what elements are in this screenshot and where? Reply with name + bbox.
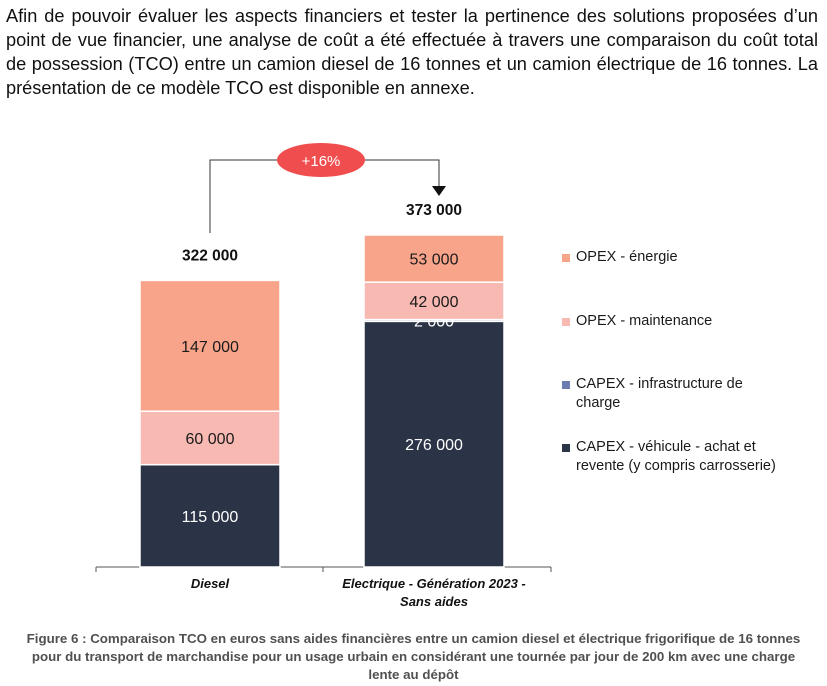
delta-badge bbox=[277, 143, 365, 177]
legend-label-3: CAPEX - véhicule - achat et revente (y c… bbox=[576, 439, 776, 474]
legend-item-0: OPEX - énergie bbox=[562, 248, 776, 267]
data-label-0-2: 60 000 bbox=[186, 431, 235, 448]
total-label-1: 373 000 bbox=[406, 202, 462, 219]
bar-segment-1-2 bbox=[363, 281, 505, 321]
total-label-0: 322 000 bbox=[182, 247, 238, 264]
data-label-1-2: 42 000 bbox=[410, 294, 459, 311]
bar-segment-0-2 bbox=[139, 410, 281, 466]
legend-swatch-2 bbox=[562, 381, 570, 389]
data-label-0-3: 147 000 bbox=[181, 339, 239, 356]
category-label-1: Electrique - Génération 2023 - bbox=[342, 576, 526, 591]
figure-caption: Figure 6 : Comparaison TCO en euros sans… bbox=[26, 631, 801, 682]
data-label-1-0: 276 000 bbox=[405, 437, 463, 454]
data-label-1-3: 53 000 bbox=[410, 252, 459, 269]
delta-badge-label: +16% bbox=[302, 153, 341, 170]
data-label-0-0: 115 000 bbox=[182, 509, 239, 526]
legend-swatch-0 bbox=[562, 254, 570, 262]
category-label-0: Diesel bbox=[191, 576, 230, 591]
intro-paragraph: Afin de pouvoir évaluer les aspects fina… bbox=[6, 6, 818, 98]
legend-swatch-3 bbox=[562, 444, 570, 452]
bar-segment-1-0 bbox=[363, 320, 505, 568]
connector-arrowhead bbox=[432, 186, 446, 196]
bar-segment-1-3 bbox=[363, 234, 505, 283]
legend-item-3: CAPEX - véhicule - achat et revente (y c… bbox=[562, 438, 776, 476]
legend-label-2: CAPEX - infrastructure de charge bbox=[576, 376, 743, 411]
legend-swatch-1 bbox=[562, 318, 570, 326]
legend-label-1: OPEX - maintenance bbox=[576, 313, 713, 329]
legend-label-0: OPEX - énergie bbox=[576, 249, 678, 265]
bar-segment-0-3 bbox=[139, 279, 281, 412]
legend-item-2: CAPEX - infrastructure de charge bbox=[562, 375, 776, 413]
legend-item-1: OPEX - maintenance bbox=[562, 312, 776, 331]
bar-segment-0-0 bbox=[139, 463, 281, 568]
category-label-1-line2: Sans aides bbox=[400, 594, 468, 609]
